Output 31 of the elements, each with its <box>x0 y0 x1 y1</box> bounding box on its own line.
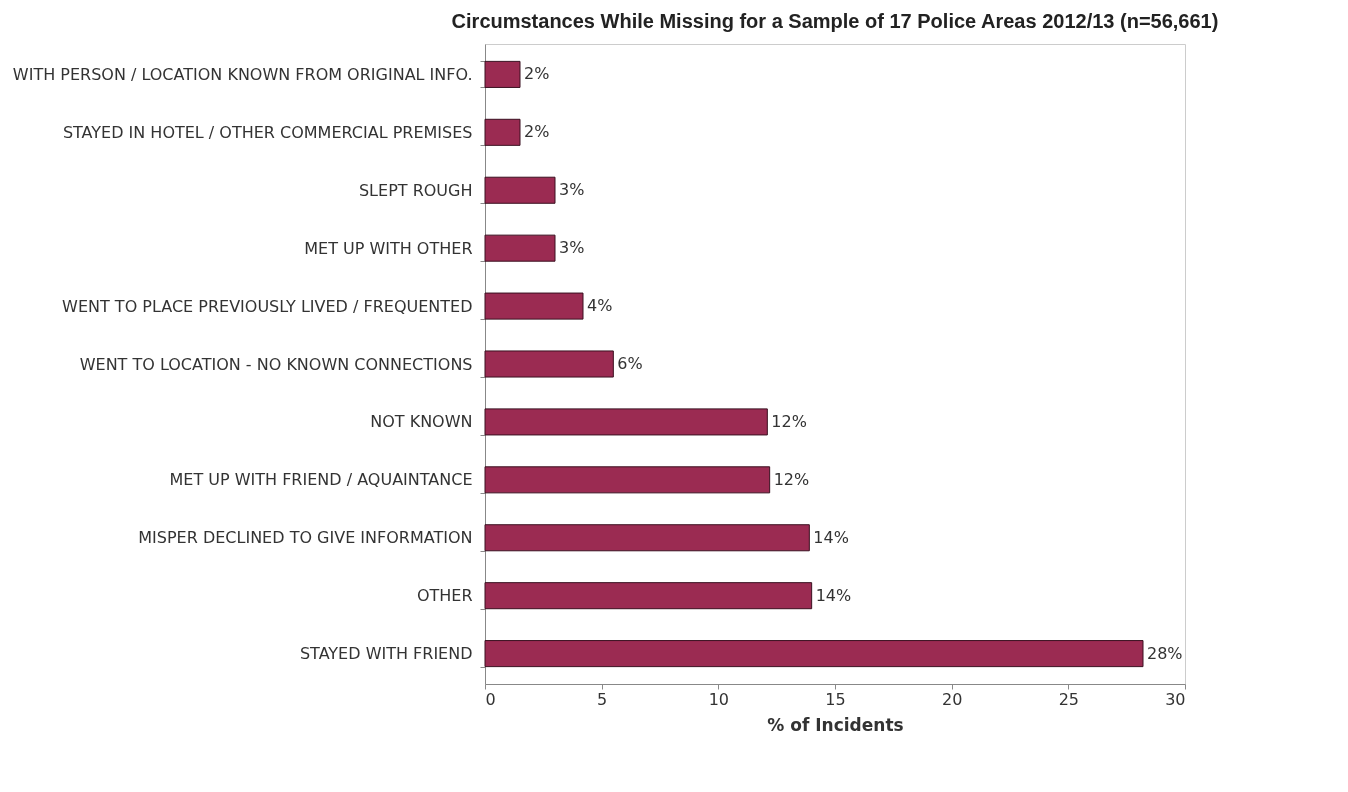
y-tick-label: STAYED IN HOTEL / OTHER COMMERCIAL PREMISES <box>62 122 473 142</box>
y-tick-label: WENT TO PLACE PREVIOUSLY LIVED / FREQUENTED <box>62 296 473 316</box>
data-label: 14% <box>813 527 849 547</box>
x-tick-label: 0 <box>485 689 496 709</box>
y-tick-label: OTHER <box>416 586 473 606</box>
x-axis-title: % of Incidents <box>767 714 904 735</box>
data-label: 14% <box>815 585 852 605</box>
data-label: 3% <box>559 180 585 200</box>
x-tick-label: 20 <box>941 689 963 709</box>
y-tick-label: MISPER DECLINED TO GIVE INFORMATION <box>138 528 473 548</box>
x-tick-label: 5 <box>597 689 608 709</box>
y-tick-label: STAYED WITH FRIEND <box>299 644 473 664</box>
y-tick-label: MET UP WITH FRIEND / AQUAINTANCE <box>169 470 473 490</box>
data-label: 6% <box>617 354 643 373</box>
y-tick-label: NOT KNOWN <box>370 412 473 432</box>
y-tick-label: MET UP WITH OTHER <box>304 238 473 258</box>
data-label: 3% <box>559 238 585 258</box>
data-label: 2% <box>524 64 550 84</box>
data-label: 12% <box>773 469 810 489</box>
y-tick-label: WENT TO LOCATION - NO KNOWN CONNECTIONS <box>79 354 473 374</box>
data-label: 2% <box>524 122 550 142</box>
data-label: 28% <box>1147 643 1183 663</box>
chart-title: Circumstances While Missing for a Sample of 17 Police Areas 2012/13 (n=56,661) <box>451 10 1219 32</box>
y-tick-label: WITH PERSON / LOCATION KNOWN FROM ORIGINAL INFO. <box>12 64 473 84</box>
x-tick-label: 25 <box>1058 689 1080 709</box>
x-tick-label: 30 <box>1165 689 1186 709</box>
x-tick-label: 15 <box>825 689 846 709</box>
data-label: 12% <box>771 411 807 431</box>
y-tick-label: SLEPT ROUGH <box>358 180 473 200</box>
x-tick-label: 10 <box>708 689 730 709</box>
data-label: 4% <box>587 296 613 316</box>
